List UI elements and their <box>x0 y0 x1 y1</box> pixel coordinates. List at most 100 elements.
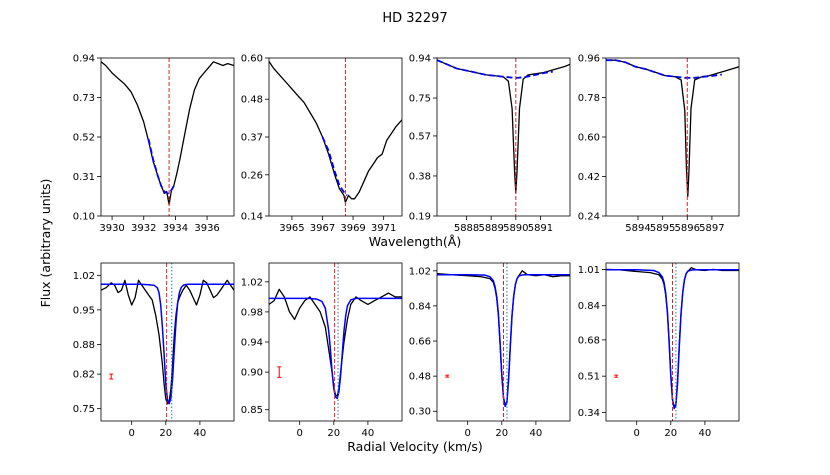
y-tick-label: 0.75 <box>409 94 431 105</box>
x-tick-label: 5894 <box>625 223 650 234</box>
fit-line <box>437 273 570 408</box>
x-tick-label: 20 <box>664 428 677 439</box>
x-tick-label: 20 <box>495 428 508 439</box>
x-tick-label: 3936 <box>194 223 219 234</box>
x-tick-label: 0 <box>297 428 303 439</box>
fit-line <box>437 59 553 79</box>
y-tick-label: 0.51 <box>578 372 600 383</box>
plot-area <box>606 263 739 421</box>
y-tick-label: 0.60 <box>241 54 263 65</box>
fit-line <box>147 138 175 195</box>
x-tick-label: 20 <box>327 428 340 439</box>
y-tick-label: 0.26 <box>241 170 263 181</box>
axes-frame <box>436 262 571 422</box>
error-bar <box>109 373 114 380</box>
x-tick-label: 40 <box>194 428 207 439</box>
x-tick-label: 0 <box>634 428 640 439</box>
spectrum-line <box>606 59 739 197</box>
x-axis-label-wavelength: Wavelength(Å) <box>369 234 461 249</box>
plot-area <box>269 263 402 421</box>
y-tick-label: 0.90 <box>241 368 263 379</box>
y-tick-label: 0.66 <box>409 337 431 348</box>
y-tick-label: 0.10 <box>73 212 95 223</box>
y-tick-label: 0.88 <box>73 340 95 351</box>
y-tick-label: 0.85 <box>241 405 263 416</box>
x-tick-label: 5891 <box>528 223 553 234</box>
y-tick-label: 0.84 <box>578 301 600 312</box>
axes-frame <box>268 57 403 217</box>
y-tick-label: 0.31 <box>73 172 95 183</box>
panel-wavelength-2: 3965 3967 3969 3971 0.14 0.26 0.37 0.48 0.60 <box>241 54 403 234</box>
error-bar <box>445 374 450 378</box>
plot-area <box>101 58 234 216</box>
y-tick-label: 0.48 <box>241 95 263 106</box>
x-tick-label: 40 <box>362 428 375 439</box>
plot-area <box>437 58 570 216</box>
x-tick-label: 5889 <box>478 223 503 234</box>
y-axis-label: Flux (arbitrary units) <box>38 179 53 308</box>
y-tick-label: 0.30 <box>409 407 431 418</box>
fit-line <box>606 59 722 79</box>
y-tick-label: 0.34 <box>578 408 600 419</box>
panel-velocity-1: 0 20 40 0.75 0.82 0.88 0.95 1.02 <box>73 262 235 439</box>
x-tick-label: 5888 <box>454 223 479 234</box>
x-tick-label: 5895 <box>650 223 675 234</box>
x-tick-label: 40 <box>530 428 543 439</box>
spectrum-line <box>101 279 234 405</box>
y-tick-label: 0.57 <box>409 131 431 142</box>
y-tick-label: 0.96 <box>578 54 600 65</box>
y-tick-label: 0.19 <box>409 212 431 223</box>
y-tick-label: 0.78 <box>578 93 600 104</box>
y-tick-label: 0.42 <box>578 172 600 183</box>
x-tick-label: 0 <box>465 428 471 439</box>
fit-line <box>269 297 402 400</box>
y-tick-label: 0.68 <box>578 335 600 346</box>
fit-line <box>321 136 348 197</box>
x-tick-label: 40 <box>699 428 712 439</box>
x-tick-label: 3971 <box>371 223 396 234</box>
y-tick-label: 0.24 <box>578 212 600 223</box>
y-tick-label: 0.60 <box>578 133 600 144</box>
y-tick-label: 0.75 <box>73 404 95 415</box>
axes-frame <box>436 57 571 217</box>
y-tick-label: 0.98 <box>241 307 263 318</box>
plot-area <box>101 263 234 421</box>
axes-frame <box>100 262 235 422</box>
panel-wavelength-4: 5894 5895 5896 5897 0.24 0.42 0.60 0.78 0.96 <box>578 54 740 234</box>
axes-frame <box>605 262 740 422</box>
error-bar <box>277 366 282 378</box>
x-tick-label: 3967 <box>310 223 335 234</box>
axes-frame <box>268 262 403 422</box>
panels-group: 3930 3932 3934 3936 0.10 0.31 0.52 0.73 0.94 3965… <box>73 54 740 439</box>
y-tick-label: 1.02 <box>409 266 431 277</box>
panel-velocity-2: 0 20 40 0.85 0.90 0.94 0.98 1.02 <box>241 262 403 439</box>
spectrum-line <box>269 61 402 203</box>
y-tick-label: 1.02 <box>73 271 95 282</box>
y-tick-label: 1.01 <box>578 265 600 276</box>
y-tick-label: 0.94 <box>73 54 95 65</box>
fit-line <box>606 269 739 410</box>
x-axis-label-velocity: Radial Velocity (km/s) <box>347 439 483 454</box>
plot-area <box>437 263 570 421</box>
x-tick-label: 3965 <box>279 223 304 234</box>
y-tick-label: 0.52 <box>73 133 95 144</box>
x-tick-label: 5897 <box>699 223 724 234</box>
x-tick-label: 5890 <box>503 223 528 234</box>
y-tick-label: 0.14 <box>241 212 263 223</box>
y-tick-label: 0.84 <box>409 301 431 312</box>
spectrum-line <box>269 288 402 397</box>
plot-area <box>606 58 739 216</box>
y-tick-label: 0.48 <box>409 372 431 383</box>
x-tick-label: 0 <box>129 428 135 439</box>
spectrum-line <box>101 61 234 206</box>
spectrum-line <box>437 59 570 194</box>
y-tick-label: 1.02 <box>241 277 263 288</box>
axes-frame <box>100 57 235 217</box>
panel-velocity-3: 0 20 40 0.30 0.48 0.66 0.84 1.02 <box>409 262 571 439</box>
y-tick-label: 0.37 <box>241 133 263 144</box>
y-tick-label: 0.94 <box>409 54 431 65</box>
x-tick-label: 20 <box>159 428 172 439</box>
x-tick-label: 3969 <box>340 223 365 234</box>
x-tick-label: 3932 <box>131 223 156 234</box>
